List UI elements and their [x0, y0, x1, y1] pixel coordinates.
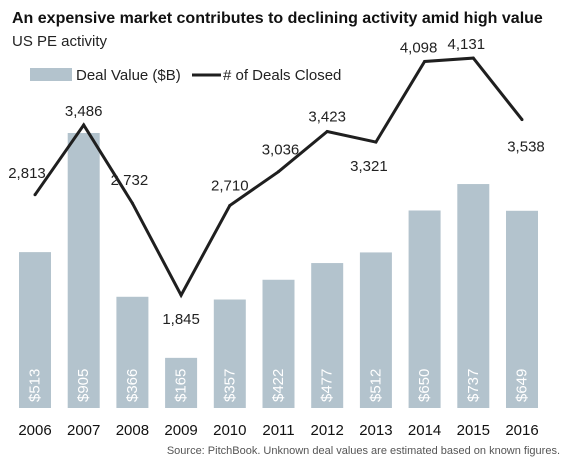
x-tick-label-2010: 2010 — [213, 422, 246, 439]
deals-point-2009 — [179, 293, 183, 297]
deals-value-label-2009: 1,845 — [162, 311, 200, 328]
chart-title: An expensive market contributes to decli… — [12, 10, 543, 27]
bar-value-label-2013: $512 — [367, 369, 384, 402]
bar-2010 — [213, 299, 246, 408]
x-tick-label-2006: 2006 — [18, 422, 51, 439]
deals-point-2006 — [33, 193, 37, 197]
deals-value-label-2016: 3,538 — [507, 139, 545, 156]
deals-point-2015 — [471, 56, 475, 60]
deals-point-2007 — [82, 123, 86, 127]
deals-point-2010 — [228, 203, 232, 207]
x-tick-label-2008: 2008 — [116, 422, 149, 439]
bar-2009 — [165, 357, 198, 408]
deals-point-2013 — [374, 140, 378, 144]
x-tick-label-2014: 2014 — [408, 422, 441, 439]
bar-value-label-2009: $165 — [173, 369, 190, 402]
deals-value-label-2012: 3,423 — [308, 109, 346, 126]
deals-point-2014 — [423, 60, 427, 64]
bar-value-label-2012: $477 — [319, 369, 336, 402]
x-tick-label-2011: 2011 — [262, 422, 294, 439]
deals-value-label-2006: 2,813 — [8, 165, 46, 182]
deals-value-label-2011: 3,036 — [262, 142, 300, 159]
chart-subtitle: US PE activity — [12, 33, 108, 50]
bar-value-label-2014: $650 — [416, 369, 433, 402]
source-note: Source: PitchBook. Unknown deal values a… — [166, 445, 560, 457]
deals-line — [33, 56, 524, 299]
bar-2014 — [408, 210, 441, 408]
bar-value-label-2015: $737 — [465, 369, 482, 402]
x-tick-label-2009: 2009 — [164, 422, 197, 439]
bar-value-label-2008: $366 — [124, 369, 141, 402]
deals-point-2011 — [277, 170, 280, 174]
bar-2011 — [262, 279, 295, 408]
x-tick-label-2016: 2016 — [505, 422, 538, 439]
bar-2013 — [359, 252, 392, 408]
bar-2007 — [67, 133, 100, 408]
x-tick-label-2012: 2012 — [311, 422, 344, 439]
deals-value-label-2008: 2,732 — [111, 172, 149, 189]
bar-value-label-2007: $905 — [75, 369, 92, 402]
legend-bar-label: Deal Value ($B) — [76, 67, 181, 84]
bar-2006 — [19, 252, 51, 408]
bar-2015 — [457, 184, 490, 408]
deals-value-label-2007: 3,486 — [65, 103, 103, 120]
bar-value-label-2006: $513 — [27, 369, 44, 402]
deals-value-label-2013: 3,321 — [350, 158, 388, 175]
bar-2008 — [116, 296, 149, 408]
deals-point-2012 — [325, 130, 329, 134]
deals-value-label-2014: 4,098 — [400, 40, 438, 57]
x-tick-label-2007: 2007 — [67, 422, 100, 439]
bar-2012 — [311, 263, 344, 408]
deals-value-label-2015: 4,131 — [448, 36, 486, 53]
bar-value-label-2011: $422 — [270, 369, 287, 402]
deals-point-2016 — [520, 118, 524, 122]
x-tick-label-2015: 2015 — [457, 422, 490, 439]
deals-value-label-2010: 2,710 — [211, 177, 249, 194]
legend-line-label: # of Deals Closed — [223, 67, 341, 84]
deals-point-2008 — [130, 201, 134, 205]
bar-value-label-2016: $649 — [514, 369, 531, 402]
bar-value-label-2010: $357 — [221, 369, 238, 402]
x-tick-label-2013: 2013 — [359, 422, 392, 439]
legend-bar-swatch — [30, 68, 72, 81]
bar-2016 — [506, 210, 538, 408]
